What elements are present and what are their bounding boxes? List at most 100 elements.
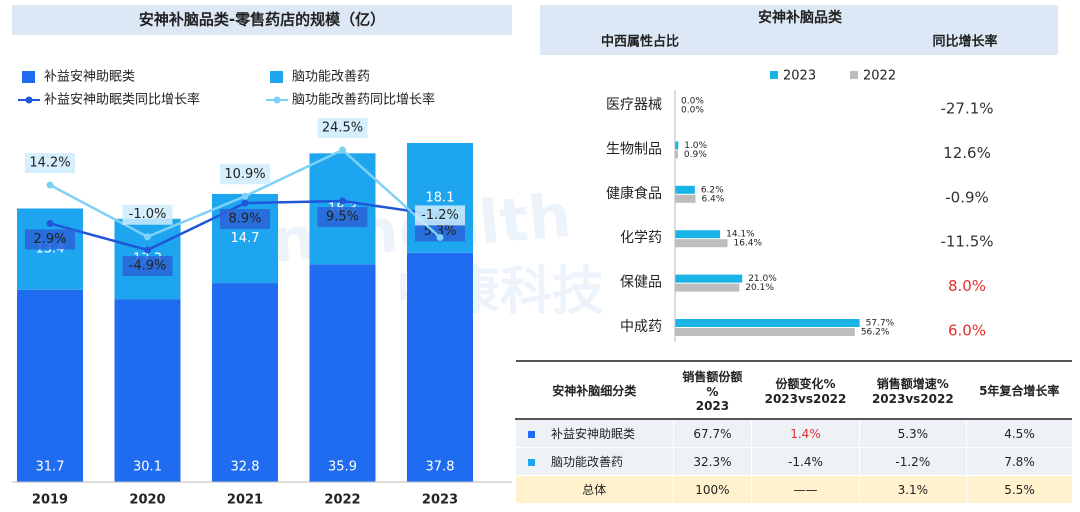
growth-label: 8.0% [948,277,986,295]
label-box [122,204,173,225]
table-cell: 1.4% [751,419,860,448]
table-cell: 份额变化% 2023vs2022 [751,360,860,420]
legend-swatch [22,71,35,83]
growth-label: -27.1% [940,100,993,118]
label-box [317,207,368,228]
cell-text: 3.1% [897,482,929,497]
cell-text: 1.4% [790,426,821,441]
growth-label: -0.9% [945,188,989,206]
table-cell: —— [751,475,860,504]
line-point [241,192,249,200]
table-row: 安神补脑细分类 销售额份额 % 2023 份额变化% 2023vs2022 销售额增速… [515,360,1072,420]
bar-label: 35.9 [328,460,357,475]
line-point [144,246,151,254]
bar [675,239,728,248]
chart-title: 安神补脑品类 [758,9,843,26]
bar-label: 6.4% [701,194,724,204]
legend-label: 补益安神助眠类同比增长率 [44,92,200,108]
x-tick-label: 2022 [324,493,360,508]
bar [675,185,695,194]
table-cell: 4.5% [965,419,1072,448]
x-tick-label: 2021 [227,493,263,508]
label-box [220,164,270,185]
table-cell: -1.2% [858,447,967,476]
cell-text: -1.4% [788,454,823,469]
bar-label: 1.0% [684,141,707,151]
label-box [317,118,368,138]
table-cell: 100% [672,475,752,504]
legend-swatch [270,71,283,83]
bar-label: 6.2% [701,185,724,195]
bar [675,194,696,203]
label-box [25,229,75,250]
line-label: 9.5% [326,210,359,225]
bar-label: 37.8 [426,460,455,475]
bar [675,150,678,159]
table-cell: 5.5% [965,475,1072,504]
table-cell: 5.3% [858,419,967,448]
row-marker [528,459,535,466]
bar-label: 14.1% [726,230,755,240]
bar-label: 57.7% [866,319,895,329]
table-cell: 销售额份额 % 2023 [673,360,752,420]
legend-label: 脑功能改善药 [292,69,370,85]
cell-text: 7.8% [1004,454,1035,469]
bar [212,193,278,284]
table-row: 补益安神助眠类 67.7% 1.4% 5.3% 4.5% [515,419,1072,448]
cell-text: 脑功能改善药 [551,455,624,469]
bar [675,141,679,150]
line-label: 5.3% [423,224,456,239]
line-label: 10.9% [224,167,265,182]
y-tick-label: 化学药 [620,230,662,246]
line-point [241,199,249,207]
bar [114,299,181,482]
bar [309,264,376,482]
line-point [46,219,54,227]
label-box [415,205,465,226]
legend-label: 2022 [863,69,896,84]
bar-label: 14.7 [231,231,260,246]
cell-text: 67.7% [693,426,732,441]
table-cell: 67.7% [672,419,752,448]
line-label: 2.9% [33,232,66,247]
cell-text: 份额变化% 2023vs2022 [764,376,847,406]
bar [675,328,855,336]
bar [675,283,740,292]
bar [17,289,83,482]
bar-label: 30.1 [133,460,162,475]
bar-label: 56.2% [861,328,890,338]
line-label: -4.9% [129,259,167,274]
table-cell: 销售额增速% 2023vs2022 [859,360,967,420]
line-label: -1.0% [129,207,167,222]
cell-text: 安神补脑细分类 [552,383,637,398]
y-tick-label: 生物制品 [606,141,662,157]
bar-label: 21.0% [748,274,777,284]
line-point [339,146,346,154]
cell-text: 5.5% [1004,482,1035,497]
y-tick-label: 保健品 [620,275,662,291]
line-point [144,233,151,241]
line-label: 8.9% [228,212,261,227]
table-row: 脑功能改善药 32.3% -1.4% -1.2% 7.8% [515,447,1072,476]
bar-label: 18.1 [426,190,455,205]
cell-text: 销售额增速% 2023vs2022 [871,376,954,406]
data-table: 安神补脑细分类 销售额份额 % 2023 份额变化% 2023vs2022 销售额增速… [515,360,1072,504]
x-tick-label: 2023 [422,493,458,508]
cell-text: -1.2% [895,454,931,469]
label-box [220,209,270,230]
table-cell: 总体 [515,475,674,504]
y-tick-label: 中成药 [620,319,662,335]
line-point [339,197,346,205]
label-box [122,256,173,276]
legend-marker [273,96,281,104]
label-box [25,153,75,174]
table-cell: 32.3% [672,447,752,476]
bar-label: 31.7 [36,460,65,475]
y-tick-label: 健康食品 [606,185,662,202]
bar-label: 0.9% [684,150,707,160]
cell-text: —— [793,482,818,497]
line-point [436,233,444,241]
legend-label: 补益安神助眠类 [44,70,135,85]
bar [675,319,860,327]
